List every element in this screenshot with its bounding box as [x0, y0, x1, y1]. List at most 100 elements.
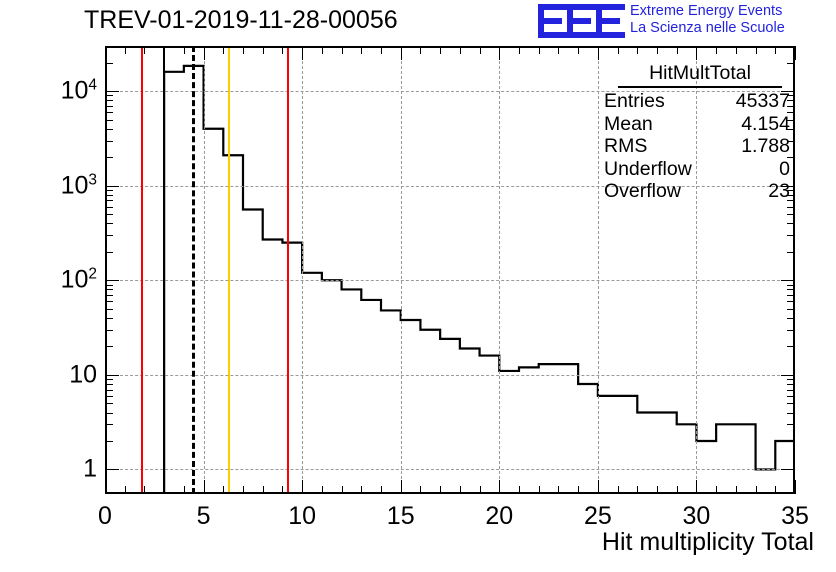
axis-tick [657, 46, 658, 54]
axis-tick [787, 329, 795, 331]
axis-tick [787, 128, 795, 130]
stats-row-value: 45337 [735, 90, 790, 112]
stats-row-label: RMS [604, 135, 648, 158]
axis-tick [262, 486, 264, 494]
axis-tick [755, 46, 757, 54]
axis-tick [105, 95, 113, 97]
x-tick-label: 15 [386, 502, 415, 530]
axis-tick [775, 486, 777, 494]
axis-tick [144, 486, 146, 494]
axis-tick [105, 91, 119, 93]
axis-tick [105, 403, 113, 405]
axis-tick [696, 46, 698, 60]
axis-tick [420, 486, 422, 494]
stats-row-value: 0 [779, 157, 790, 180]
axis-tick [105, 384, 113, 386]
gridline-vertical [696, 46, 698, 494]
axis-tick [578, 46, 580, 54]
plot-frame [105, 46, 795, 494]
stats-row-value: 4.154 [741, 112, 790, 135]
axis-tick [781, 469, 795, 471]
axis-tick [578, 486, 580, 494]
axis-tick [787, 308, 795, 310]
axis-tick [787, 412, 795, 414]
axis-tick [105, 214, 113, 216]
axis-tick [775, 46, 777, 54]
axis-tick [105, 206, 113, 208]
logo-line-2: La Scienza nelle Scuole [630, 20, 785, 36]
axis-tick [795, 46, 796, 60]
axis-tick [105, 128, 113, 130]
gridline-horizontal [105, 185, 795, 187]
stats-row: RMS 1.788 [596, 135, 796, 158]
y-tick-label: 104 [60, 76, 97, 105]
axis-tick [105, 294, 113, 296]
y-tick-label: 1 [83, 454, 97, 483]
axis-tick [538, 486, 540, 494]
axis-tick [105, 395, 113, 397]
x-tick-label: 5 [196, 502, 211, 530]
axis-tick [105, 308, 113, 310]
axis-tick [105, 200, 113, 202]
axis-tick [105, 289, 113, 291]
axis-tick [787, 289, 795, 291]
axis-tick [787, 206, 795, 208]
axis-tick [105, 440, 113, 442]
axis-tick [361, 486, 363, 494]
axis-tick [637, 486, 639, 494]
axis-tick [282, 46, 284, 54]
axis-tick [795, 480, 796, 494]
axis-tick [262, 46, 264, 54]
y-tick-label: 102 [60, 265, 97, 294]
axis-tick [787, 100, 795, 102]
axis-tick [676, 486, 678, 494]
axis-tick [105, 374, 119, 376]
axis-tick [105, 100, 113, 102]
marker-line-black-mean [191, 46, 195, 494]
axis-tick [105, 469, 119, 471]
axis-tick [787, 440, 795, 442]
axis-tick [479, 486, 481, 494]
axis-tick [735, 46, 737, 54]
axis-tick [787, 223, 795, 225]
axis-tick [558, 46, 560, 54]
axis-tick [183, 486, 185, 494]
axis-tick [203, 46, 205, 60]
plot-area [105, 46, 796, 494]
stats-row-label: Underflow [604, 157, 692, 180]
axis-tick [637, 46, 639, 54]
axis-tick [381, 486, 382, 494]
axis-tick [787, 284, 795, 286]
stats-row: Overflow 23 [596, 180, 796, 203]
axis-tick [787, 157, 795, 159]
stats-rows: Entries 45337 Mean 4.154 RMS 1.788 Underflow 0 O… [596, 90, 796, 203]
gridline-horizontal [105, 280, 795, 282]
axis-tick [243, 486, 244, 494]
axis-tick [459, 46, 461, 54]
axis-tick [676, 46, 678, 54]
y-tick-label: 103 [60, 171, 97, 200]
axis-tick [787, 294, 795, 296]
x-tick-label: 0 [98, 502, 112, 530]
axis-tick [787, 214, 795, 216]
axis-tick [183, 46, 185, 54]
axis-tick [105, 140, 113, 142]
axis-tick [282, 486, 284, 494]
axis-tick [400, 480, 402, 494]
axis-tick [781, 185, 795, 187]
axis-tick [105, 223, 113, 225]
axis-tick [105, 185, 119, 187]
axis-tick [105, 424, 113, 426]
axis-tick [420, 46, 422, 54]
axis-tick [341, 486, 343, 494]
stats-row: Mean 4.154 [596, 113, 796, 136]
stats-row-value: 23 [768, 180, 790, 203]
axis-tick [787, 395, 795, 397]
axis-tick [597, 480, 599, 494]
axis-tick [321, 46, 323, 54]
axis-tick [321, 486, 323, 494]
axis-tick [243, 46, 244, 54]
stats-row-label: Mean [604, 112, 653, 135]
axis-tick [787, 384, 795, 386]
axis-tick [440, 486, 442, 494]
